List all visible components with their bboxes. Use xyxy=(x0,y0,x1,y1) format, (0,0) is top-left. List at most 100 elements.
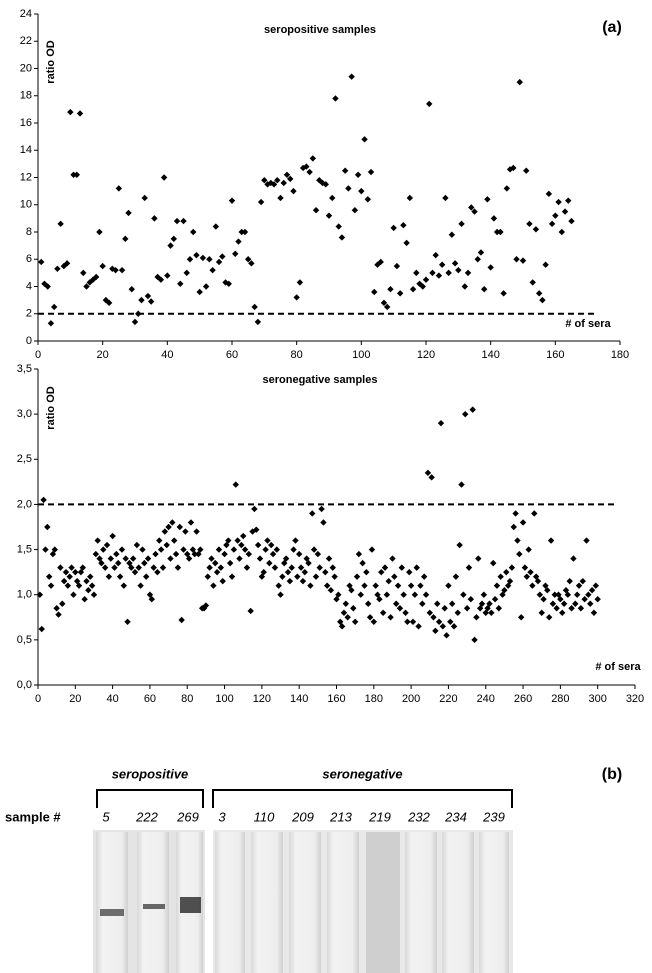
x-tick-label: 20 xyxy=(69,693,81,705)
point xyxy=(486,600,493,607)
point xyxy=(275,582,282,589)
point xyxy=(514,537,521,544)
point xyxy=(294,573,301,580)
point xyxy=(219,253,226,260)
y-tick-label: 8 xyxy=(26,226,32,238)
point xyxy=(544,587,551,594)
point xyxy=(422,276,430,283)
point xyxy=(370,618,378,625)
point xyxy=(63,260,71,267)
point xyxy=(565,197,572,204)
point xyxy=(118,546,126,553)
point xyxy=(234,537,241,544)
point xyxy=(228,573,236,580)
point xyxy=(55,611,62,618)
point xyxy=(355,550,363,558)
point xyxy=(44,283,51,290)
point xyxy=(503,568,510,576)
point xyxy=(359,559,366,567)
point xyxy=(318,505,325,513)
point xyxy=(274,177,281,184)
point xyxy=(219,577,226,585)
x-tick-label: 0 xyxy=(35,349,41,361)
point xyxy=(499,591,506,598)
sample-number: 269 xyxy=(176,809,199,824)
x-tick-label: 180 xyxy=(365,693,383,705)
point xyxy=(516,550,523,558)
point xyxy=(57,564,64,571)
point xyxy=(484,196,491,203)
point xyxy=(279,573,286,580)
point xyxy=(365,600,372,607)
point xyxy=(450,623,458,630)
point xyxy=(152,550,159,558)
point xyxy=(417,582,424,589)
point xyxy=(109,532,116,540)
point xyxy=(156,537,163,544)
point xyxy=(129,555,137,562)
point xyxy=(527,568,534,576)
point xyxy=(406,568,413,576)
point xyxy=(247,607,254,615)
point xyxy=(87,573,94,580)
point xyxy=(532,573,540,580)
x-tick-label: 220 xyxy=(439,693,457,705)
point xyxy=(135,564,142,571)
point xyxy=(432,251,439,259)
point xyxy=(429,269,436,277)
point xyxy=(480,591,488,598)
point xyxy=(282,555,290,562)
point xyxy=(251,505,258,513)
point xyxy=(338,234,346,241)
point xyxy=(438,261,446,268)
x-tick-label: 320 xyxy=(626,693,644,705)
point xyxy=(277,194,284,202)
point xyxy=(523,573,530,580)
strip xyxy=(327,832,359,973)
y-tick-label: 14 xyxy=(20,144,32,156)
point xyxy=(521,564,529,571)
point xyxy=(173,217,181,225)
point xyxy=(329,564,336,571)
band xyxy=(180,897,201,913)
point xyxy=(534,577,542,585)
point xyxy=(460,591,467,598)
point xyxy=(200,605,208,612)
point xyxy=(96,228,103,236)
point xyxy=(387,286,394,293)
point xyxy=(167,242,174,249)
point xyxy=(404,618,411,625)
point xyxy=(241,546,249,553)
point xyxy=(271,564,279,571)
point xyxy=(367,168,375,176)
chart-title: seropositive samples xyxy=(264,24,376,36)
point xyxy=(93,273,100,281)
x-tick-label: 260 xyxy=(514,693,532,705)
point xyxy=(60,262,68,270)
point xyxy=(172,550,180,558)
point xyxy=(542,582,549,589)
point xyxy=(381,564,389,571)
point xyxy=(338,623,346,630)
point xyxy=(138,296,145,304)
point xyxy=(493,228,501,236)
point xyxy=(174,564,182,571)
point xyxy=(396,290,404,297)
point xyxy=(484,605,491,612)
point xyxy=(144,555,152,562)
point xyxy=(144,292,152,300)
point xyxy=(193,251,200,259)
point xyxy=(99,262,106,270)
y-tick-label: 3,5 xyxy=(17,363,32,375)
point xyxy=(463,605,471,612)
point xyxy=(335,591,342,598)
point xyxy=(376,596,383,603)
x-tick-label: 180 xyxy=(611,349,629,361)
point xyxy=(261,177,268,184)
point xyxy=(270,181,278,188)
y-tick-label: 3,0 xyxy=(17,408,32,420)
point xyxy=(225,280,232,287)
point xyxy=(303,555,310,562)
point xyxy=(519,257,527,264)
sample-number: 219 xyxy=(368,809,391,824)
